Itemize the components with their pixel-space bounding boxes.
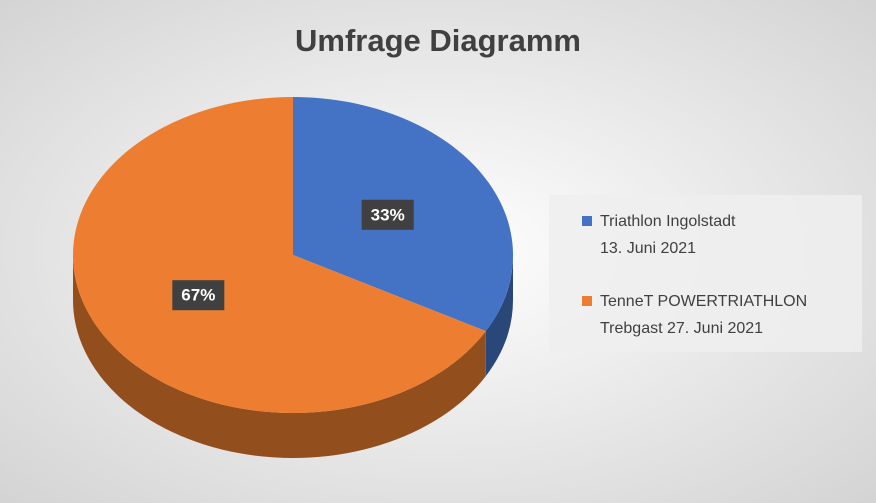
legend-label: TenneT POWERTRIATHLON Trebgast 27. Juni … — [600, 293, 808, 337]
legend-marker — [582, 216, 592, 226]
pie-slice-side — [73, 255, 486, 459]
legend-box — [549, 195, 862, 352]
pie-slice-side — [485, 255, 513, 377]
pie-slice — [72, 97, 486, 414]
data-label-box — [172, 280, 225, 311]
legend-label: Triathlon Ingolstadt 13. Juni 2021 — [600, 213, 736, 257]
legend-marker — [582, 296, 592, 306]
data-label: 67% — [181, 286, 215, 305]
data-label-box — [361, 199, 414, 230]
data-label: 33% — [371, 205, 405, 224]
chart-title: Umfrage Diagramm — [295, 23, 581, 58]
